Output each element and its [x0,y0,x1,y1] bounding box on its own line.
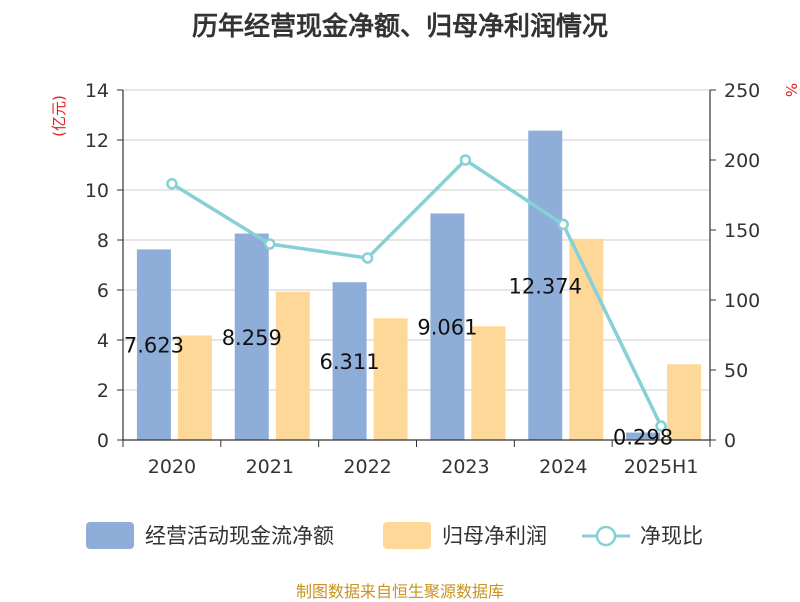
left-axis-ticks: 0 2 4 6 8 10 12 14 [85,80,123,452]
data-label-cashflow: 8.259 [222,326,282,350]
x-axis-ticks: 2020 2021 2022 2023 2024 2025H1 [122,440,711,478]
right-tick-label: 0 [724,430,736,452]
bar-cashflow [234,233,269,440]
bar-profit [667,364,702,440]
right-tick-label: 150 [724,220,760,242]
left-tick-label: 2 [97,380,109,402]
left-tick-label: 0 [97,430,109,452]
data-label-cashflow: 7.623 [124,334,184,358]
left-tick-label: 6 [97,280,109,302]
left-tick-label: 12 [85,130,109,152]
bar-cashflow [136,249,171,440]
bar-profit [177,335,212,440]
ratio-point [655,420,667,432]
ratio-point [459,154,472,166]
left-tick-label: 10 [85,180,109,202]
ratio-line [166,154,667,432]
ratio-point [264,238,276,250]
right-tick-label: 50 [724,360,748,382]
legend-label-profit: 归母净利润 [442,524,547,548]
data-label-cashflow: 6.311 [320,350,380,374]
data-labels: 7.623 8.259 6.311 9.061 12.374 0.298 [124,274,673,449]
ratio-line-path [170,158,663,427]
left-tick-label: 8 [97,230,109,252]
left-tick-label: 14 [85,80,109,102]
legend-swatch-ratio-marker [595,525,617,547]
right-tick-label: 200 [724,150,760,172]
legend-label-cashflow: 经营活动现金流净额 [145,524,334,548]
x-tick-label: 2020 [148,456,196,478]
right-tick-label: 250 [724,80,760,102]
source-note: 制图数据来自恒生聚源数据库 [295,582,504,601]
left-tick-label: 4 [97,330,109,352]
right-tick-label: 100 [724,290,760,312]
bar-cashflow [332,282,367,440]
legend: 经营活动现金流净额 归母净利润 净现比 [86,522,703,549]
x-tick-label: 2025H1 [624,456,699,478]
data-label-cashflow: 9.061 [417,316,477,340]
ratio-point [166,178,178,190]
chart-title: 历年经营现金净额、归母净利润情况 [191,12,608,42]
bar-cashflow [430,213,465,440]
right-axis-ticks: 0 50 100 150 200 250 [710,80,760,452]
x-tick-label: 2024 [539,456,587,478]
x-tick-label: 2023 [441,456,489,478]
bar-cashflow [528,130,563,440]
bar-profit [373,318,408,440]
data-label-cashflow: 0.298 [613,425,673,449]
bar-profit [471,326,506,440]
gridlines [123,89,710,391]
ratio-point [361,252,374,264]
bar-cashflow [626,432,661,440]
data-label-cashflow: 12.374 [509,274,582,298]
bar-profit [275,291,310,440]
ratio-point [557,218,569,231]
right-axis-unit: % [782,83,800,97]
x-tick-label: 2021 [246,456,294,478]
legend-label-ratio: 净现比 [640,524,703,548]
bars [136,130,702,440]
legend-swatch-cashflow [86,522,134,549]
x-tick-label: 2022 [343,456,391,478]
legend-swatch-profit [383,522,431,549]
left-axis-unit: (亿元) [50,95,68,137]
